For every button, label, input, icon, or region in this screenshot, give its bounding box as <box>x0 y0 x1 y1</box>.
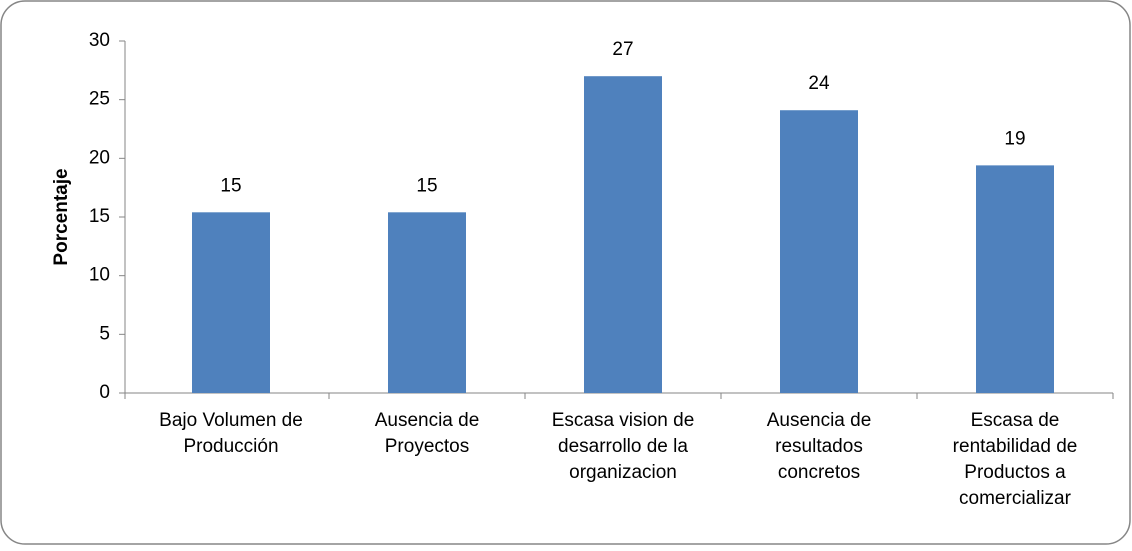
data-label: 15 <box>220 175 241 196</box>
data-label: 24 <box>808 73 830 94</box>
y-tick-label: 25 <box>89 89 110 110</box>
bar <box>388 212 466 393</box>
y-tick-label: 5 <box>99 323 110 344</box>
data-label: 27 <box>612 39 633 60</box>
data-label: 19 <box>1004 128 1025 149</box>
y-tick-label: 10 <box>89 265 110 286</box>
x-tick-label: Bajo Volumen de Producción <box>159 410 303 457</box>
bar <box>976 165 1054 393</box>
y-tick-label: 0 <box>99 382 110 403</box>
x-tick-label: Escasa vision de desarrollo de la organiza… <box>552 410 695 483</box>
x-tick-label: Escasa de rentabilidad de Productos a comer… <box>953 410 1078 509</box>
y-axis-label: Porcentaje <box>51 168 72 265</box>
data-label: 15 <box>416 175 437 196</box>
bar <box>192 212 270 393</box>
x-tick-label: Ausencia de Proyectos <box>375 410 480 457</box>
bar <box>780 110 858 393</box>
y-tick-label: 30 <box>89 30 110 51</box>
x-tick-label: Ausencia de resultados concretos <box>767 410 872 483</box>
y-tick-label: 15 <box>89 206 110 227</box>
bar <box>584 76 662 393</box>
y-tick-label: 20 <box>89 147 110 168</box>
